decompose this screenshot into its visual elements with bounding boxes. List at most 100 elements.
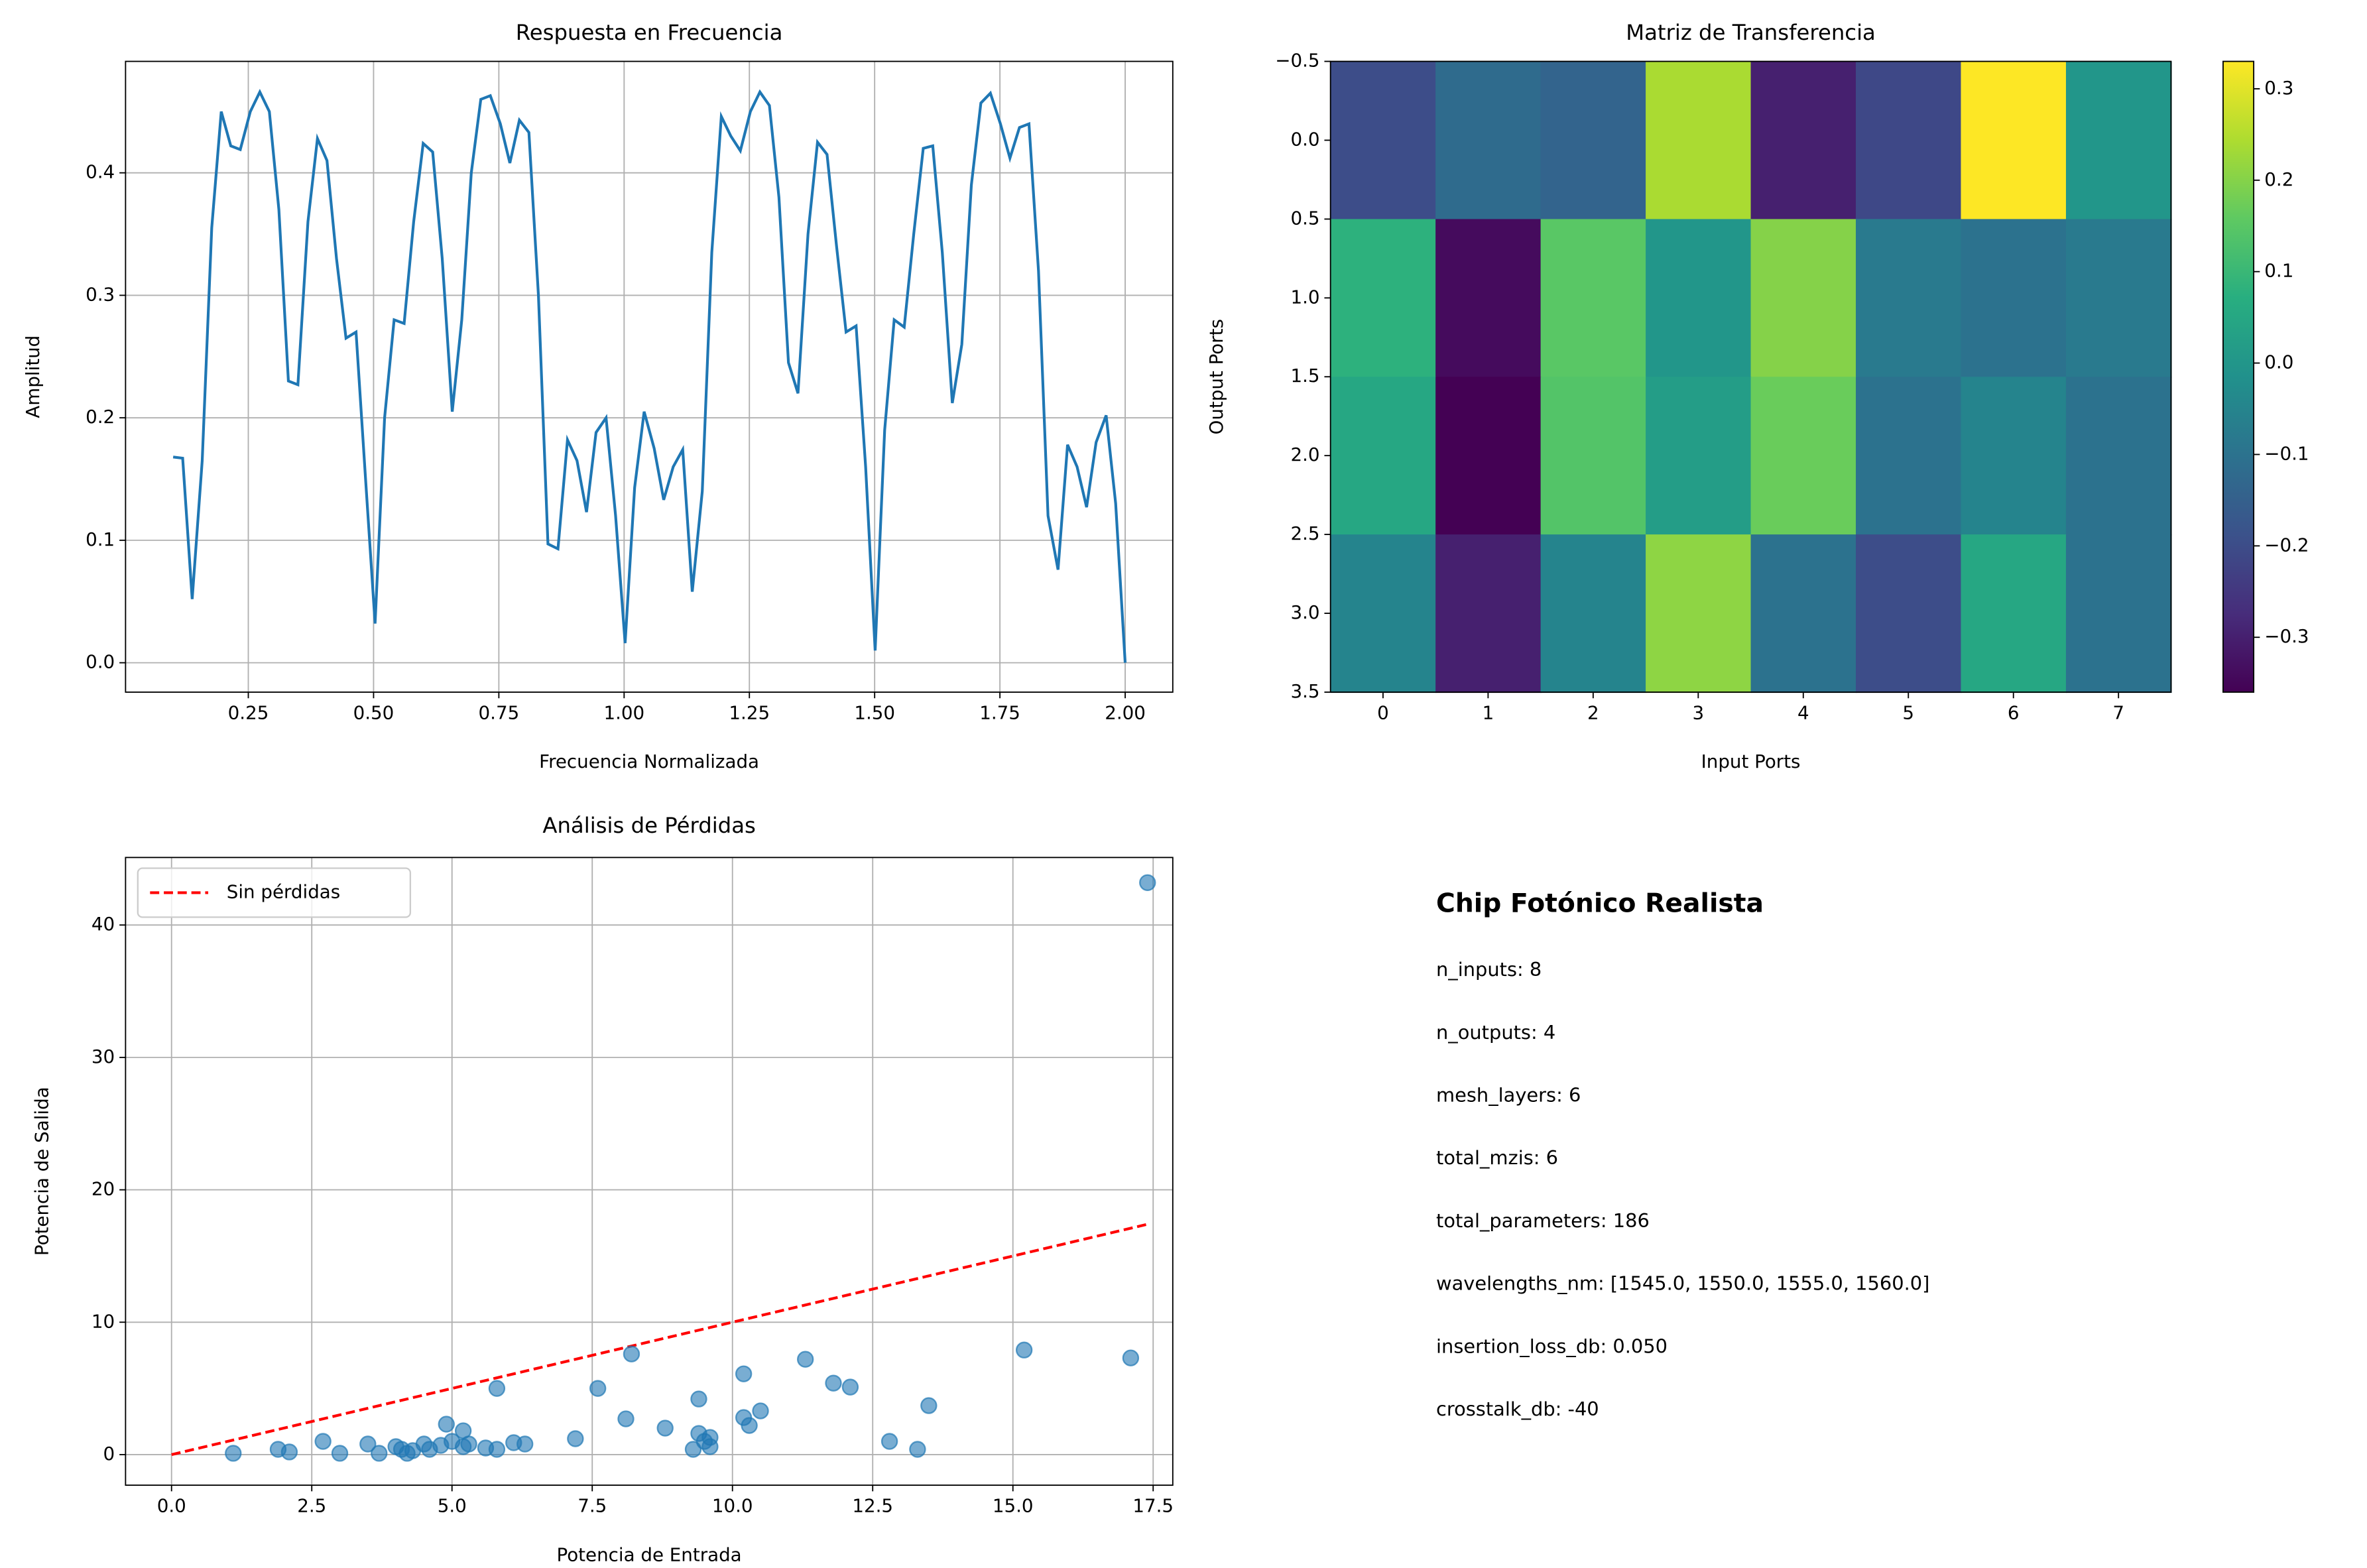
- plot-frame: [125, 857, 1174, 1486]
- scatter-point: [735, 1365, 753, 1382]
- heatmap-cell: [1435, 377, 1542, 536]
- y-tick-label: 2.0: [1290, 444, 1319, 465]
- scatter-point: [1015, 1341, 1033, 1358]
- x-tick-label: 17.5: [1132, 1494, 1174, 1516]
- scatter-point: [331, 1445, 349, 1462]
- x-tick-label: 2: [1587, 701, 1599, 723]
- heatmap-cell: [1330, 219, 1437, 378]
- heatmap-cell: [1540, 219, 1647, 378]
- reference-line: [171, 1223, 1148, 1456]
- y-axis-label: Output Ports: [1205, 319, 1227, 434]
- colorbar-tick-label: 0.2: [2264, 168, 2293, 190]
- scatter-point: [841, 1378, 859, 1396]
- x-tick-label: 0.0: [157, 1494, 186, 1516]
- scatter-point: [617, 1410, 635, 1427]
- x-tick-label: 7.5: [577, 1494, 607, 1516]
- y-tick-label: 0.3: [86, 283, 115, 305]
- x-tick-label: 12.5: [852, 1494, 893, 1516]
- heatmap-cell: [1856, 219, 1962, 378]
- heatmap-cell: [1856, 534, 1962, 694]
- heatmap-cell: [1961, 377, 2067, 536]
- info-line: total_mzis: 6: [1436, 1146, 1558, 1169]
- info-title: Chip Fotónico Realista: [1436, 888, 1764, 918]
- y-tick-label: 1.0: [1290, 286, 1319, 308]
- scatter-point: [684, 1441, 702, 1458]
- colorbar: [2222, 60, 2255, 693]
- scatter-point: [623, 1345, 640, 1362]
- x-tick-label: 1.25: [729, 701, 770, 723]
- y-tick-label: 30: [91, 1046, 115, 1067]
- y-tick-label: 1.5: [1290, 365, 1319, 387]
- heatmap-cell: [1435, 61, 1542, 220]
- heatmap-cell: [1750, 534, 1857, 694]
- heatmap-cell: [1856, 61, 1962, 220]
- x-tick-label: 7: [2112, 701, 2124, 723]
- y-tick-label: 2.5: [1290, 522, 1319, 544]
- x-tick-label: 0.25: [228, 701, 269, 723]
- scatter-point: [488, 1441, 506, 1458]
- heatmap-cell: [1540, 534, 1647, 694]
- info-line: total_parameters: 186: [1436, 1209, 1650, 1232]
- y-axis-label: Amplitud: [22, 335, 44, 418]
- heatmap-cell: [2065, 377, 2172, 536]
- info-line: wavelengths_nm: [1545.0, 1550.0, 1555.0,…: [1436, 1272, 1929, 1295]
- heatmap-cell: [1646, 534, 1752, 694]
- legend-box: [137, 867, 412, 918]
- heatmap-cell: [2065, 61, 2172, 220]
- heatmap-cell: [2065, 219, 2172, 378]
- chart-title: Análisis de Pérdidas: [542, 813, 755, 838]
- y-tick-label: 20: [91, 1178, 115, 1200]
- x-tick-label: 1.75: [979, 701, 1020, 723]
- info-line: insertion_loss_db: 0.050: [1436, 1335, 1668, 1357]
- heatmap-cell: [1540, 61, 1647, 220]
- scatter-point: [656, 1419, 674, 1437]
- x-tick-label: 3: [1692, 701, 1704, 723]
- y-tick-label: 3.0: [1290, 601, 1319, 623]
- y-tick-label: 0.4: [86, 161, 115, 183]
- scatter-point: [880, 1433, 898, 1450]
- heatmap-cell: [1961, 61, 2067, 220]
- scatter-point: [752, 1402, 769, 1419]
- scatter-point: [225, 1445, 242, 1462]
- heatmap-cell: [1646, 377, 1752, 536]
- heatmap-cell: [1330, 377, 1437, 536]
- y-tick-label: 0: [103, 1443, 115, 1465]
- heatmap-cell: [1330, 534, 1437, 694]
- chart-title: Respuesta en Frecuencia: [516, 20, 783, 45]
- scatter-point: [314, 1433, 332, 1450]
- heatmap-cell: [1750, 377, 1857, 536]
- x-tick-label: 0.50: [353, 701, 394, 723]
- scatter-point: [1122, 1349, 1140, 1366]
- scatter-point: [567, 1430, 584, 1447]
- heatmap-cell: [1750, 61, 1857, 220]
- x-axis-label: Input Ports: [1701, 751, 1801, 772]
- scatter-point: [825, 1374, 842, 1392]
- plot-frame: [1329, 60, 2172, 693]
- heatmap-cell: [1646, 61, 1752, 220]
- x-tick-label: 6: [2008, 701, 2020, 723]
- y-tick-label: 0.0: [1290, 128, 1319, 150]
- colorbar-tick-label: 0.0: [2264, 351, 2293, 373]
- colorbar-tick-label: −0.2: [2264, 534, 2309, 556]
- x-tick-label: 1.50: [854, 701, 895, 723]
- heatmap-cell: [1961, 219, 2067, 378]
- scatter-point: [359, 1435, 377, 1453]
- info-line: crosstalk_db: -40: [1436, 1398, 1599, 1420]
- x-axis-label: Frecuencia Normalizada: [539, 751, 759, 772]
- colorbar-tick-label: −0.1: [2264, 442, 2309, 464]
- info-line: n_outputs: 4: [1436, 1021, 1555, 1044]
- scatter-point: [701, 1438, 719, 1455]
- scatter-point: [741, 1417, 758, 1434]
- heatmap-cell: [1856, 377, 1962, 536]
- info-line: n_inputs: 8: [1436, 958, 1542, 981]
- y-axis-label: Potencia de Salida: [31, 1087, 53, 1256]
- colorbar-tick-label: 0.1: [2264, 260, 2293, 282]
- x-tick-label: 15.0: [993, 1494, 1034, 1516]
- scatter-point: [909, 1441, 926, 1458]
- x-tick-label: 4: [1797, 701, 1809, 723]
- scatter-point: [438, 1416, 455, 1433]
- colorbar-tick-label: −0.3: [2264, 625, 2309, 647]
- scatter-point: [488, 1380, 506, 1397]
- heatmap-cell: [1540, 377, 1647, 536]
- scatter-point: [690, 1390, 707, 1408]
